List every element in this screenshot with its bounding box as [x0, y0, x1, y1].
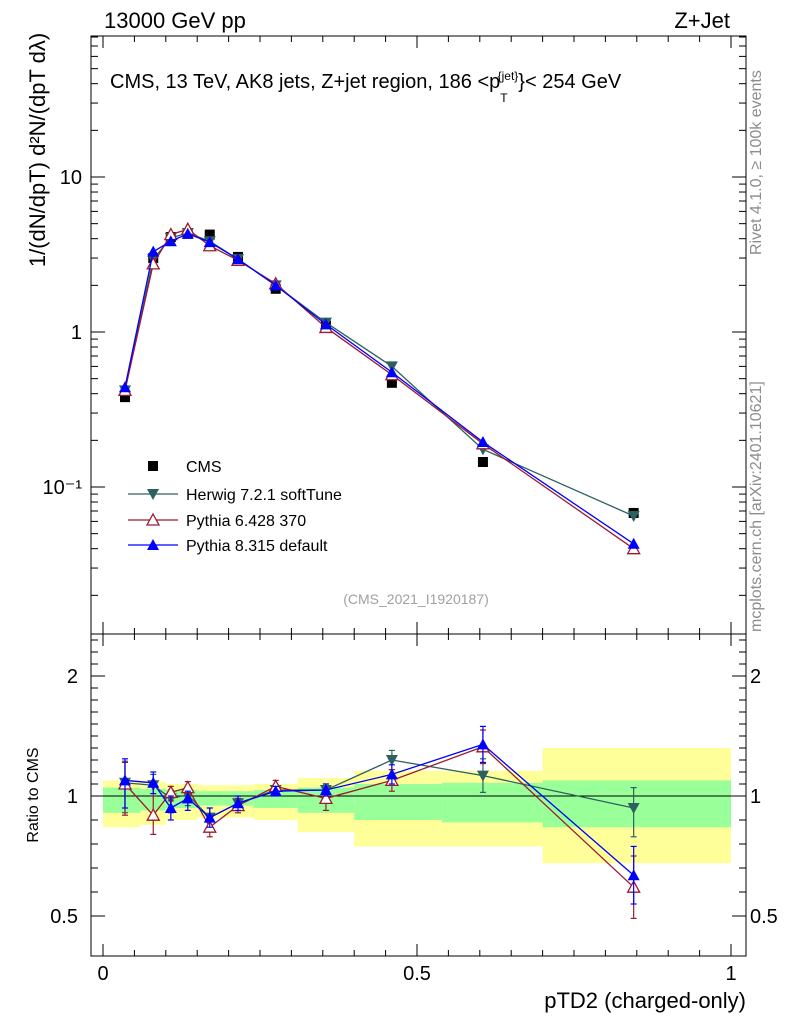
ratio-band-inner [197, 791, 223, 806]
ratio-point-pythia8 [203, 811, 216, 823]
legend-marker-pythia8 [147, 539, 159, 550]
ratio-point-pythia8 [147, 776, 160, 788]
ratio-y-axis-label: Ratio to CMS [25, 747, 42, 842]
ratio-tick-label-right: 1 [750, 786, 761, 808]
legend-marker-herwig [147, 489, 159, 500]
ratio-point-pythia8 [164, 802, 177, 813]
data-point-pythia8 [319, 318, 332, 330]
svg-text:1/(dN/dpT) d²N/(dpT dλ): 1/(dN/dpT) d²N/(dpT dλ) [25, 33, 50, 267]
ratio-tick-label-left: 0.5 [50, 906, 78, 928]
main-panel: 10⁻¹ 1 10 [43, 35, 747, 635]
ratio-band-inner [354, 784, 443, 820]
legend: CMS Herwig 7.2.1 softTune Pythia 6.428 3… [128, 459, 342, 555]
ratio-panel: 0.5 0.5 1 1 2 2 [50, 633, 778, 957]
legend-label-herwig: Herwig 7.2.1 softTune [186, 487, 342, 504]
data-point-pythia8 [147, 245, 160, 257]
data-point-pythia8 [232, 253, 245, 265]
ratio-tick-label-right: 2 [750, 666, 761, 688]
ratio-band-inner [442, 782, 543, 823]
data-point-cms [477, 456, 488, 467]
data-point-pythia8 [164, 235, 177, 247]
y-tick-label: 1 [71, 322, 82, 344]
x-tick-label: 0 [97, 963, 108, 985]
ratio-point-herwig [385, 755, 398, 766]
x-axis-label: pTD2 (charged-only) [544, 988, 746, 1013]
ratio-tick-label-left: 2 [67, 666, 78, 688]
ratio-point-pythia6 [318, 791, 334, 805]
x-tick-label: 1 [725, 963, 736, 985]
data-point-pythia8 [118, 381, 131, 393]
legend-label-cms: CMS [186, 459, 222, 476]
ratio-point-pythia8 [476, 738, 489, 750]
ratio-band-inner [103, 787, 141, 813]
data-point-pythia8 [627, 537, 640, 549]
mcplots-label: mcplots.cern.ch [arXiv:2401.10621] [748, 381, 765, 632]
ratio-point-herwig [627, 803, 640, 814]
x-tick-label: 0.5 [403, 963, 431, 985]
ratio-tick-label-left: 1 [67, 786, 78, 808]
ratio-point-herwig [476, 770, 489, 782]
data-point-cms [204, 229, 215, 240]
ratio-point-pythia8 [627, 869, 640, 881]
data-point-pythia8 [181, 227, 194, 239]
plot-title: CMS, 13 TeV, AK8 jets, Z+jet region, 186… [110, 69, 622, 105]
data-point-cms [119, 392, 130, 403]
ratio-point-pythia8 [181, 792, 194, 804]
ratio-point-pythia8 [269, 785, 282, 797]
ratio-plot-frame [90, 633, 747, 957]
ratio-tick-label-right: 0.5 [750, 906, 778, 928]
rivet-version-label: Rivet 4.1.0, ≥ 100k events [748, 70, 765, 255]
y-tick-label: 10 [60, 167, 82, 189]
ratio-point-pythia8 [232, 797, 245, 809]
header-left: 13000 GeV pp [104, 8, 246, 33]
legend-marker-cms [148, 461, 158, 471]
ratio-point-pythia8 [118, 774, 131, 786]
data-point-herwig [627, 510, 640, 522]
legend-marker-pythia6 [145, 512, 161, 526]
legend-label-pythia6: Pythia 6.428 370 [186, 513, 306, 530]
data-point-pythia8 [476, 436, 489, 448]
header-right: Z+Jet [674, 8, 730, 33]
legend-label-pythia8: Pythia 8.315 default [186, 538, 328, 555]
main-y-axis-label: 1/(dN/dpT) d²N/(dpT dλ) [25, 33, 50, 267]
ratio-point-pythia8 [385, 768, 398, 780]
analysis-id: (CMS_2021_I1920187) [343, 591, 489, 607]
data-point-cms [386, 377, 397, 388]
ratio-point-pythia6 [146, 807, 161, 821]
ratio-point-pythia8 [319, 784, 332, 795]
data-point-pythia8 [203, 236, 216, 248]
data-point-pythia8 [385, 366, 398, 378]
y-tick-label: 10⁻¹ [43, 477, 83, 499]
data-point-pythia8 [269, 279, 282, 291]
